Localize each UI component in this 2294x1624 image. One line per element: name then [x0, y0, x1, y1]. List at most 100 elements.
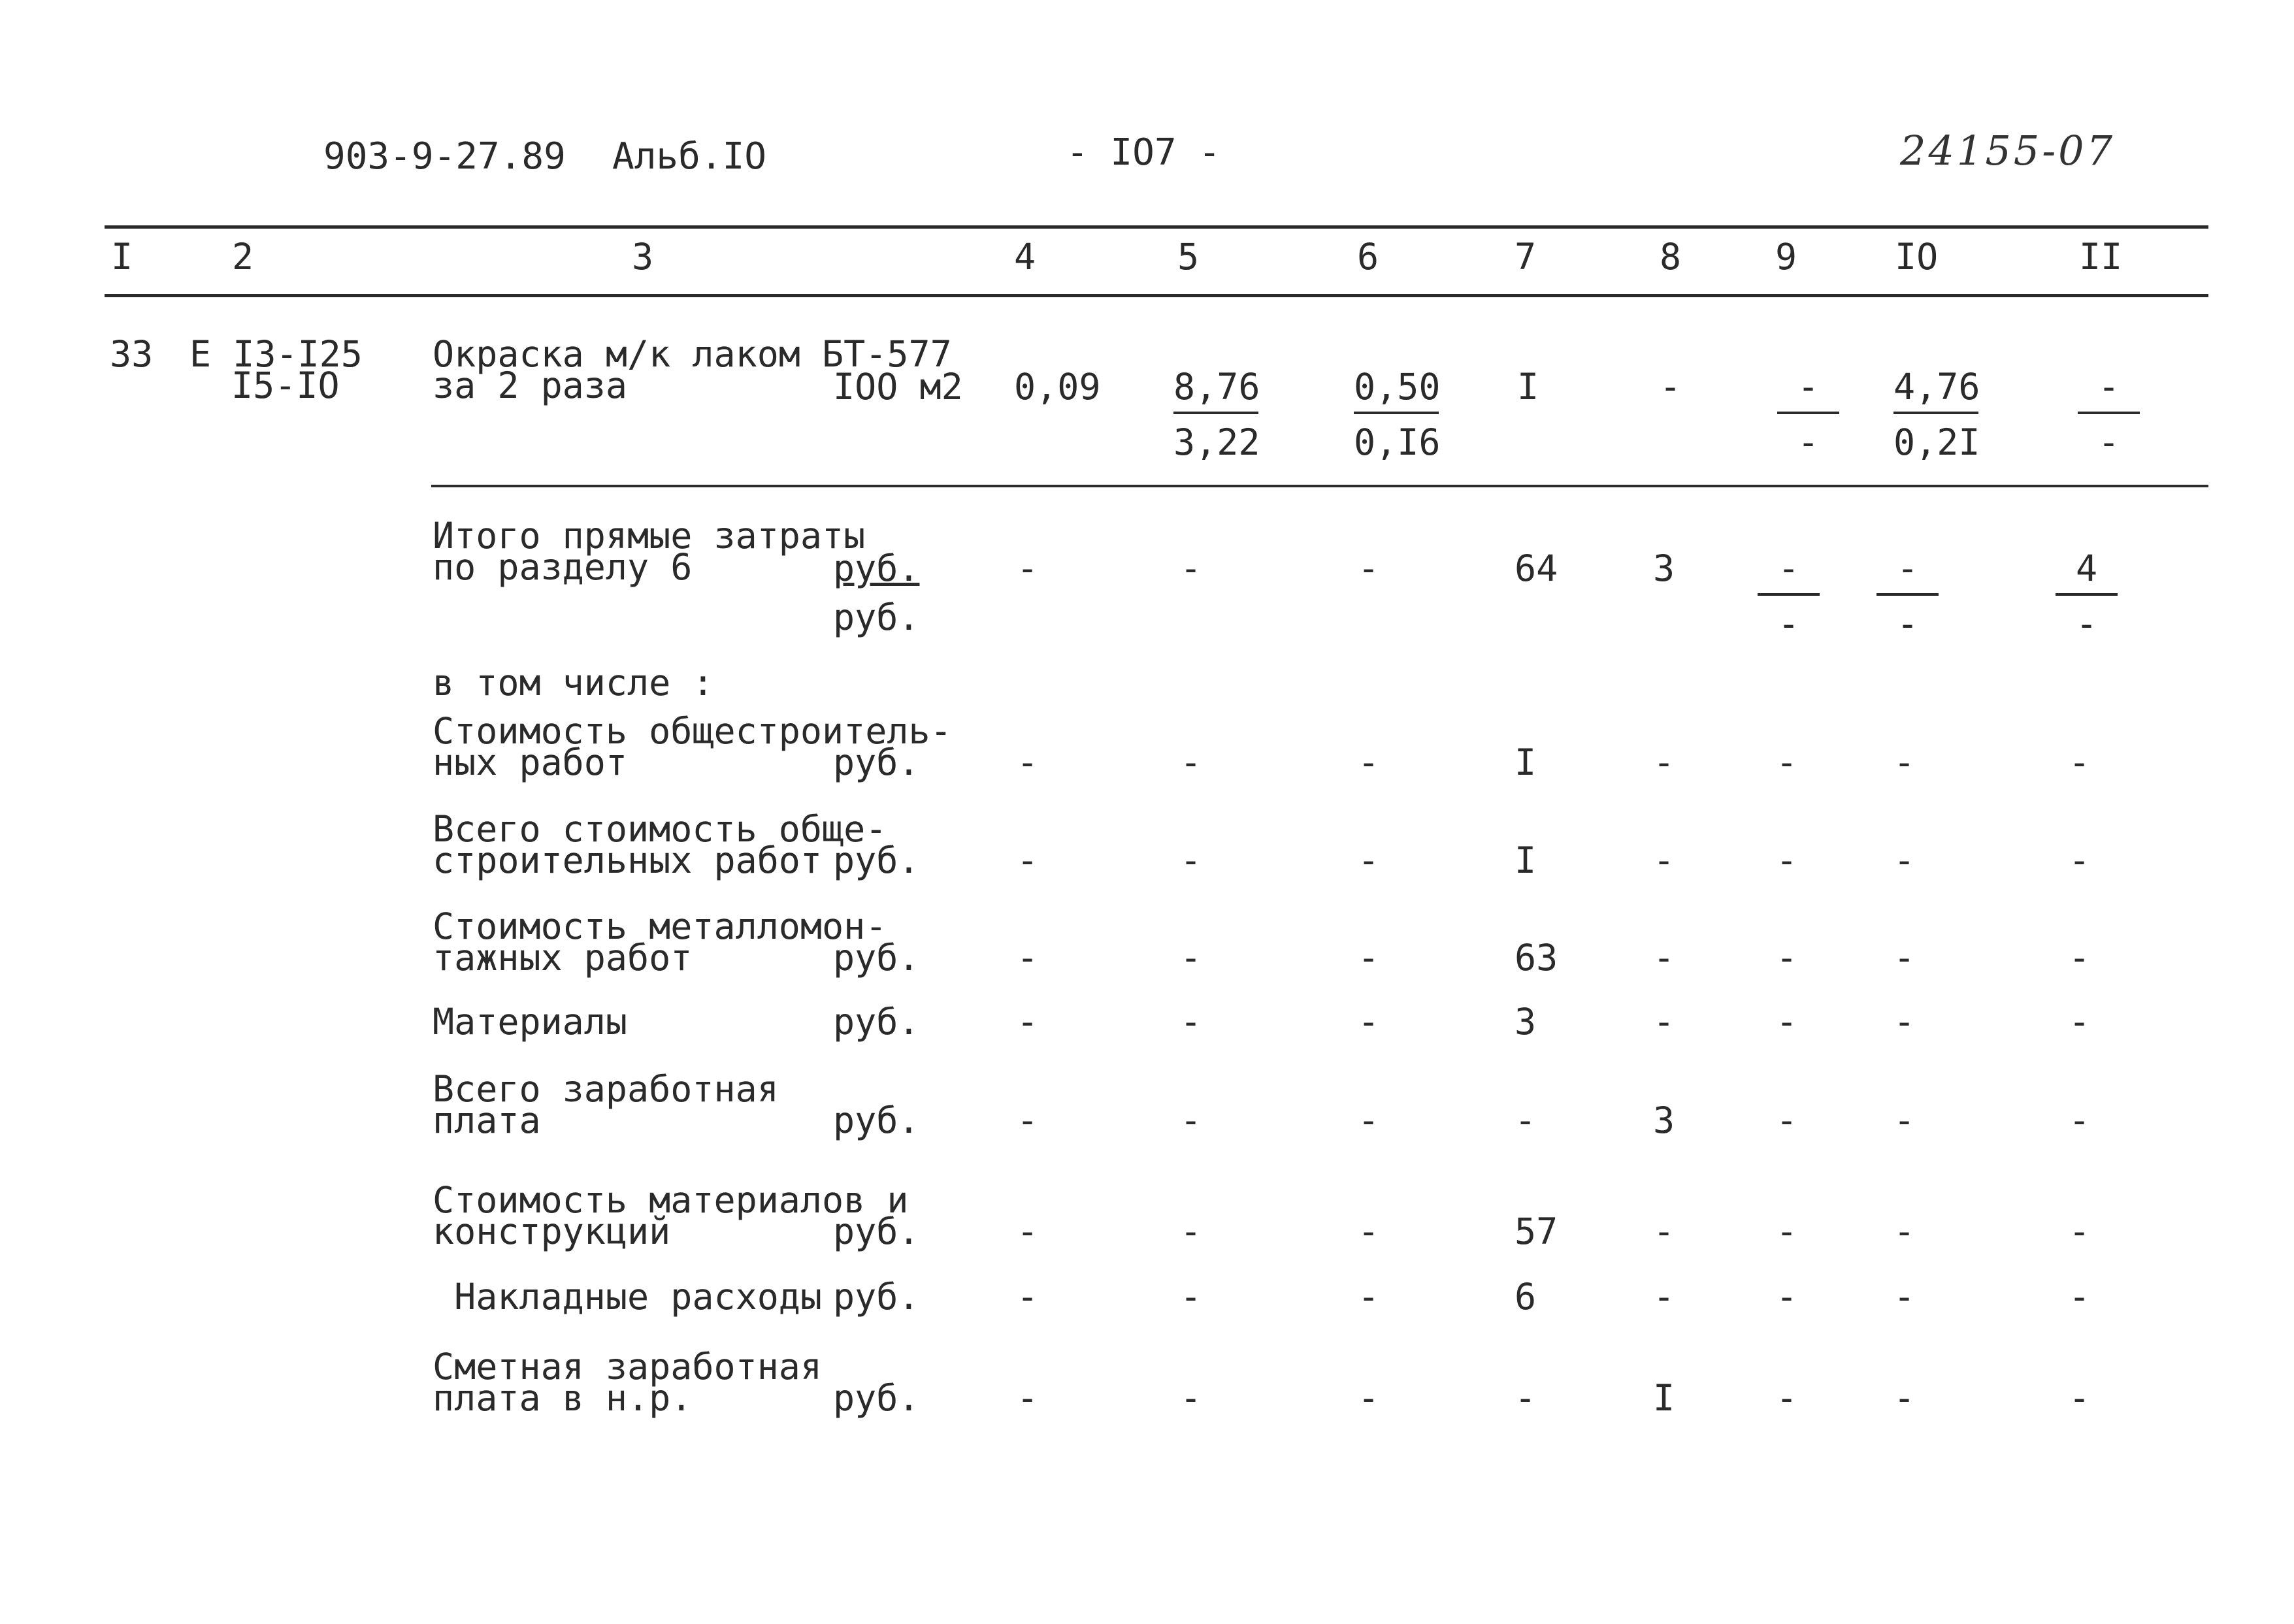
item-code: I5-IO	[231, 365, 340, 406]
row-value-c10: -	[1893, 1276, 1916, 1318]
row-value-c8: 3	[1653, 1099, 1675, 1141]
row-label: конструкций	[433, 1210, 671, 1252]
row-value-c9: -	[1776, 1377, 1798, 1419]
fraction-denominator: 0,I6	[1354, 421, 1441, 463]
row-value-c10: -	[1893, 839, 1916, 881]
header-top-rule	[105, 225, 2208, 229]
row-value-c11: -	[2069, 1099, 2091, 1141]
total-col5: -	[1180, 547, 1202, 589]
album-number: Альб.IO	[612, 135, 767, 178]
row-value-c9: -	[1776, 1276, 1798, 1318]
row-value-c11: -	[2069, 839, 2091, 881]
fraction-denominator: 0,2I	[1893, 421, 1980, 463]
column-header: IO	[1895, 236, 1939, 278]
row-label: Стоимость материалов и	[433, 1179, 909, 1221]
row-value-c11: -	[2069, 1377, 2091, 1419]
including-label: в том числе :	[433, 662, 714, 704]
row-value-c6: -	[1358, 1377, 1380, 1419]
row-unit: руб.	[833, 937, 920, 979]
row-label: ных работ	[433, 741, 628, 783]
row-value-c10: -	[1893, 1099, 1916, 1141]
fraction-numerator: -	[2078, 369, 2140, 414]
row-unit: руб.	[833, 1377, 920, 1419]
total-col11-fraction: 4 -	[2056, 551, 2118, 642]
row-value-c7: 6	[1515, 1276, 1537, 1318]
item-number: 33	[110, 333, 154, 375]
row-label: Накладные расходы	[433, 1276, 823, 1318]
row-value-c10: -	[1893, 1001, 1916, 1043]
row-value-c10: -	[1893, 1210, 1916, 1252]
fraction-numerator: 8,76	[1173, 369, 1260, 414]
row-value-c6: -	[1358, 1276, 1380, 1318]
row-value-c9: -	[1776, 1210, 1798, 1252]
row-value-c8: I	[1653, 1377, 1675, 1419]
row-value-c11: -	[2069, 1001, 2091, 1043]
row-value-c4: -	[1017, 1210, 1039, 1252]
total-col6: -	[1358, 547, 1380, 589]
item-description: Окраска м/к лаком БТ-577	[433, 333, 952, 375]
row-value-c4: -	[1017, 839, 1039, 881]
document-code: 903-9-27.89	[323, 135, 566, 178]
row-label: Сметная заработная	[433, 1346, 823, 1388]
item-col5-fraction: 8,76 3,22	[1173, 369, 1260, 461]
row-value-c5: -	[1180, 1276, 1202, 1318]
row-unit: руб.	[833, 1099, 920, 1141]
row-value-c11: -	[2069, 741, 2091, 783]
column-header: II	[2079, 236, 2123, 278]
item-col11-fraction: - -	[2078, 369, 2140, 461]
row-value-c7: -	[1515, 1377, 1537, 1419]
row-label: Стоимость металломон-	[433, 905, 887, 947]
column-header: I	[111, 236, 133, 278]
fraction-numerator: -	[1777, 369, 1839, 414]
row-unit: руб.	[833, 741, 920, 783]
row-value-c5: -	[1180, 1099, 1202, 1141]
row-value-c10: -	[1893, 1377, 1916, 1419]
row-value-c5: -	[1180, 1210, 1202, 1252]
row-value-c8: -	[1653, 1210, 1675, 1252]
fraction-denominator: -	[2075, 603, 2098, 645]
row-label: строительных работ	[433, 839, 823, 881]
total-label: по разделу 6	[433, 546, 693, 588]
row-value-c7: -	[1515, 1099, 1537, 1141]
fraction-numerator: -	[1758, 551, 1820, 596]
row-label: Стоимость общестроитель-	[433, 710, 952, 752]
total-col9-fraction: - -	[1758, 551, 1820, 642]
row-value-c6: -	[1358, 741, 1380, 783]
row-value-c6: -	[1358, 839, 1380, 881]
row-value-c10: -	[1893, 741, 1916, 783]
total-col4: -	[1017, 547, 1039, 589]
column-header: 9	[1775, 236, 1797, 278]
row-value-c8: -	[1653, 839, 1675, 881]
fraction-denominator: -	[1777, 603, 1800, 645]
row-value-c5: -	[1180, 1377, 1202, 1419]
row-value-c4: -	[1017, 1276, 1039, 1318]
row-value-c9: -	[1776, 937, 1798, 979]
fraction-numerator: 4,76	[1893, 369, 1980, 414]
item-code: Е I3-I25	[189, 333, 363, 375]
row-unit: руб.	[833, 839, 920, 881]
row-value-c7: 3	[1515, 1001, 1537, 1043]
column-header: 6	[1357, 236, 1379, 278]
fraction-numerator: 4	[2056, 551, 2118, 596]
column-header: 4	[1014, 236, 1036, 278]
row-value-c9: -	[1776, 839, 1798, 881]
row-unit: руб.	[833, 1001, 920, 1043]
row-value-c6: -	[1358, 1001, 1380, 1043]
total-col10-fraction: - -	[1876, 551, 1939, 642]
row-value-c5: -	[1180, 839, 1202, 881]
row-value-c8: -	[1653, 937, 1675, 979]
row-label: Всего стоимость обще-	[433, 808, 887, 850]
row-value-c4: -	[1017, 937, 1039, 979]
row-value-c11: -	[2069, 1276, 2091, 1318]
row-value-c7: 57	[1515, 1210, 1558, 1252]
item-description: за 2 раза	[433, 365, 628, 406]
row-value-c4: -	[1017, 1099, 1039, 1141]
fraction-numerator: -	[1876, 551, 1939, 596]
item-quantity: 0,09	[1014, 366, 1101, 408]
row-label: Материалы	[433, 1001, 628, 1043]
row-value-c6: -	[1358, 937, 1380, 979]
fraction-denominator: -	[2097, 421, 2120, 463]
column-header: 2	[232, 236, 254, 278]
item-col10-fraction: 4,76 0,2I	[1893, 369, 1980, 463]
row-value-c7: I	[1515, 741, 1537, 783]
